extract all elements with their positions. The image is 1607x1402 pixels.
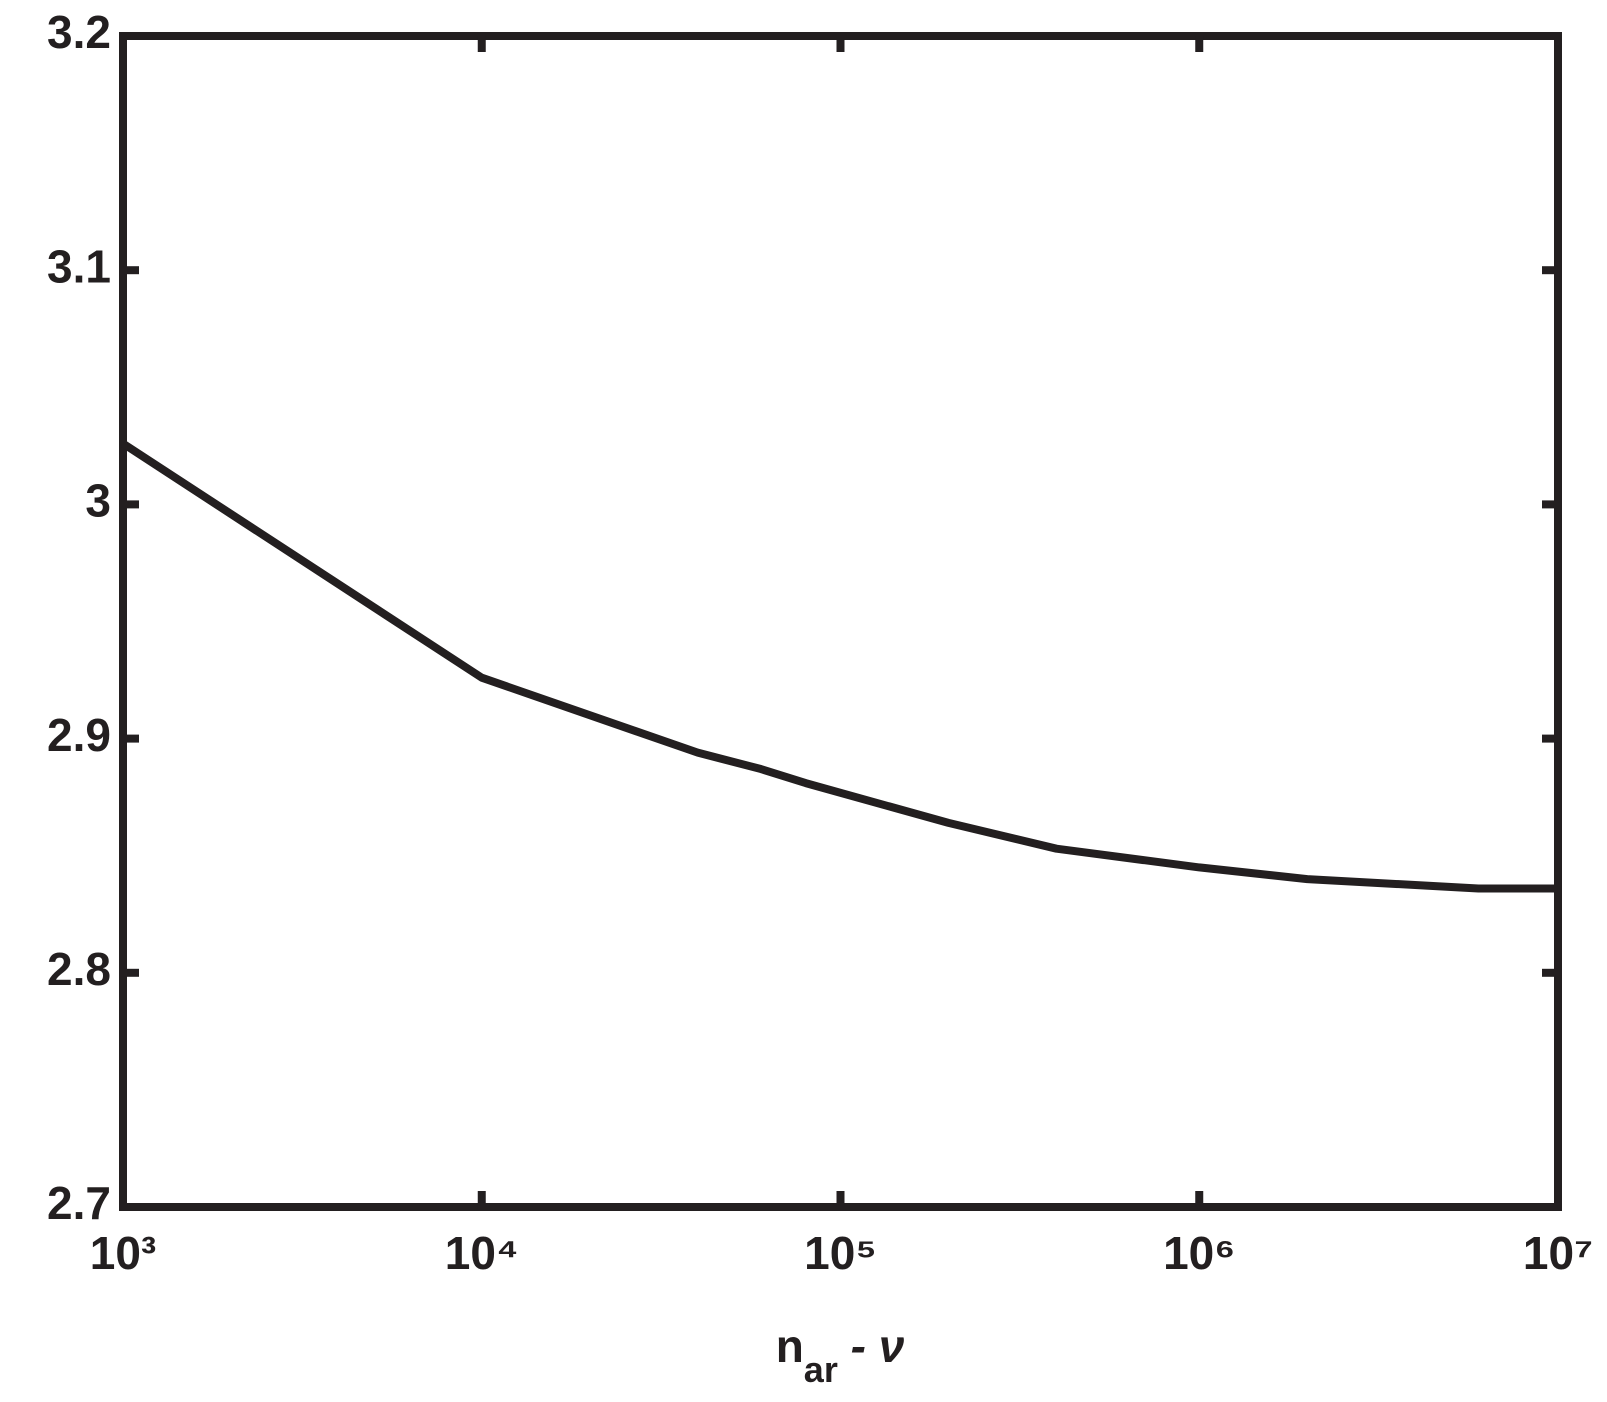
plot-frame xyxy=(119,32,1562,1211)
x-label-base: n xyxy=(776,1320,804,1372)
x-tick-label: 10⁷ xyxy=(1523,1227,1593,1279)
y-tick-label: 2.8 xyxy=(47,943,111,995)
y-tick-label: 2.9 xyxy=(47,709,111,761)
line-series xyxy=(120,440,1558,893)
x-tick-label: 10⁵ xyxy=(804,1227,877,1279)
y-tick-label: 3.2 xyxy=(47,6,111,58)
x-label-rest: - ν xyxy=(838,1320,905,1372)
x-tick-label: 10⁴ xyxy=(445,1227,519,1279)
x-tick-label: 10⁶ xyxy=(1163,1227,1235,1279)
y-tick-label: 2.7 xyxy=(47,1177,111,1229)
x-tick-label: 10³ xyxy=(90,1227,156,1279)
y-tick-label: 3.1 xyxy=(47,240,111,292)
x-axis-label: nar - ν xyxy=(776,1320,905,1389)
y-tick-label: 3 xyxy=(85,475,111,527)
x-label-sub: ar xyxy=(804,1349,838,1390)
